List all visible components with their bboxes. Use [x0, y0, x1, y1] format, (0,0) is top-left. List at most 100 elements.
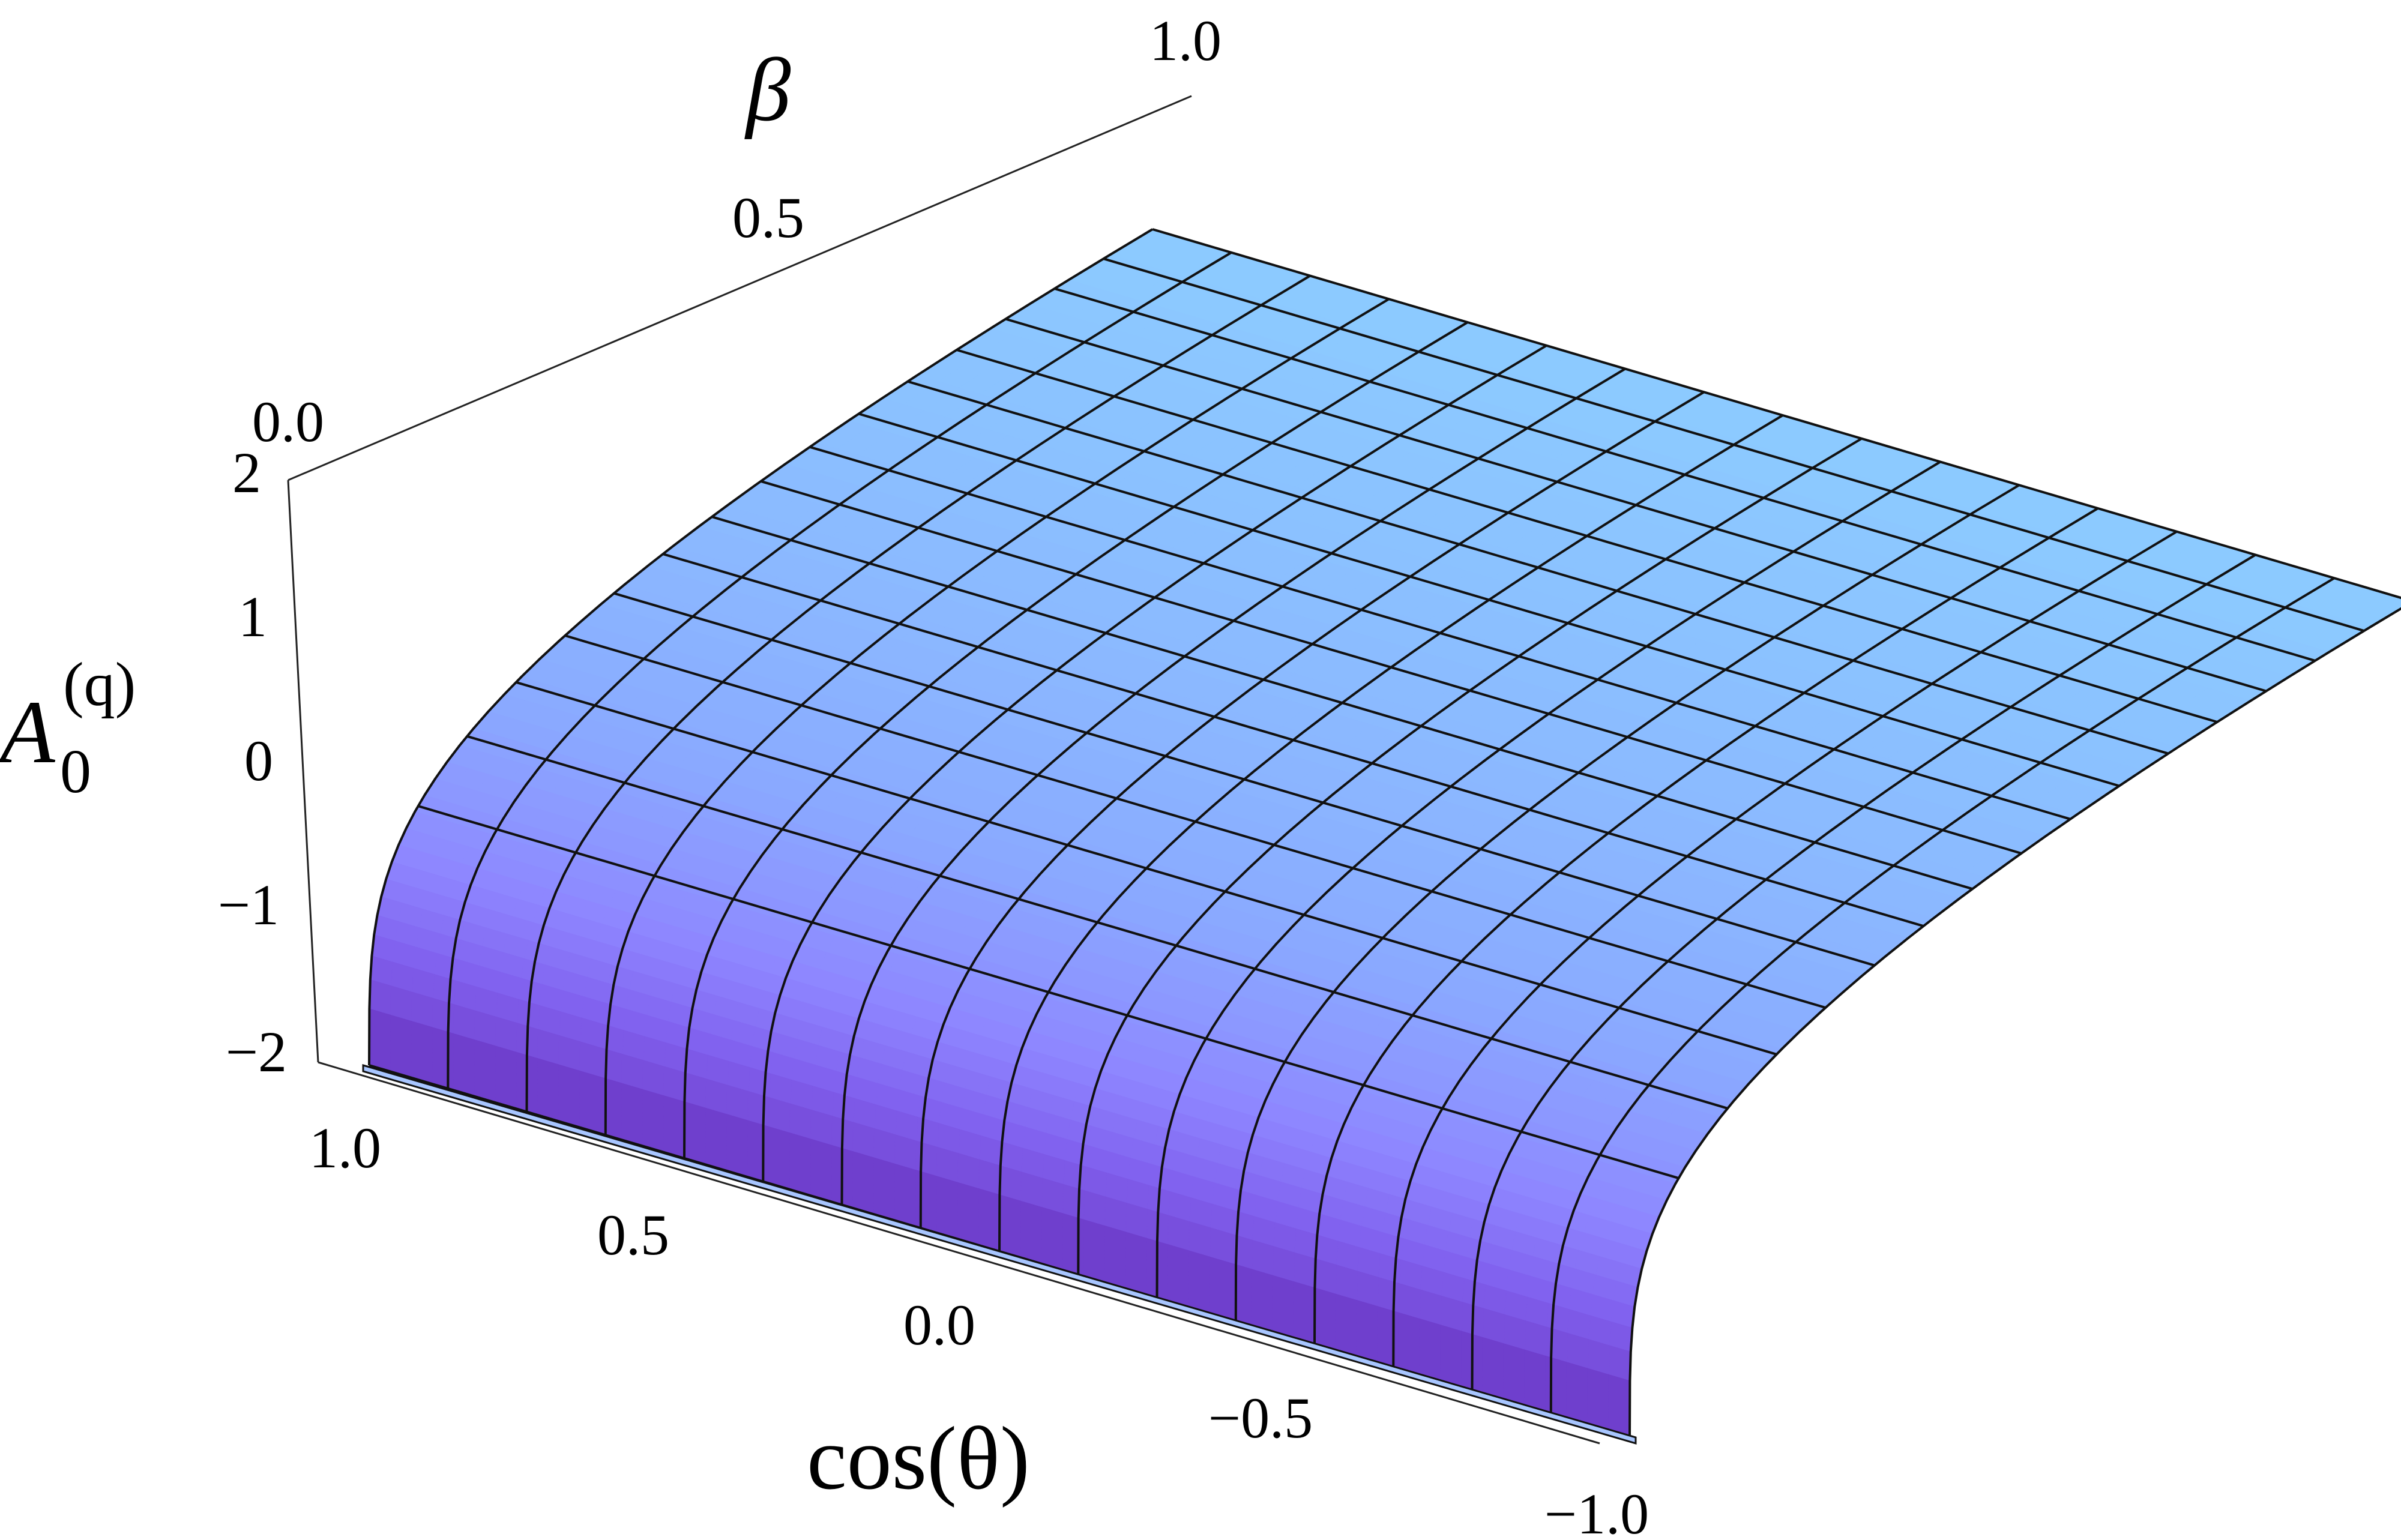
surface-patch — [1272, 1275, 1294, 1339]
surface — [362, 228, 2401, 1445]
cos-axis-line — [318, 1061, 1600, 1445]
mesh-line-beta — [1054, 287, 2316, 662]
surface-patch — [894, 1163, 916, 1227]
surface-patch — [1314, 1287, 1336, 1351]
surface-patch — [537, 1057, 559, 1122]
mesh-line-cos — [1313, 507, 2099, 1345]
surface-patch — [1293, 1281, 1315, 1345]
z-axis-title-main: A — [0, 682, 56, 782]
mesh-line-beta — [516, 681, 1777, 1056]
cos-tick-label: 1.0 — [309, 1116, 381, 1180]
mesh-line-cos — [919, 391, 1705, 1229]
surface-patch — [453, 1033, 475, 1097]
surface-patch — [1251, 1269, 1273, 1332]
mesh-line-cos — [998, 414, 1784, 1252]
mesh-line-cos — [604, 298, 1390, 1135]
surface-patch — [1104, 1225, 1126, 1289]
mesh-line-cos — [1549, 577, 2335, 1415]
surface-patch — [621, 1083, 643, 1146]
mesh-line-beta — [907, 380, 2169, 755]
surface-patch — [999, 1194, 1021, 1258]
cos-axis-title: cos(θ) — [807, 1409, 1030, 1508]
cos-ticks: 1.0 0.5 0.0 −0.5 −1.0 — [309, 1116, 1649, 1540]
beta-tick-label: 0.5 — [732, 185, 804, 250]
mesh-line-beta — [1152, 228, 2401, 600]
cos-tick-label: 0.0 — [903, 1293, 975, 1357]
surface-patch — [432, 1027, 454, 1090]
mesh-line-cos — [1077, 438, 1863, 1275]
box-lines — [287, 95, 1600, 1445]
surface-patch — [579, 1070, 601, 1134]
surface-patch — [1356, 1299, 1378, 1364]
surface-patch — [474, 1039, 496, 1103]
surface-patch — [390, 1014, 412, 1078]
surface-patch — [1020, 1200, 1042, 1265]
mesh-line-beta — [1005, 317, 2267, 693]
surface-patch — [642, 1089, 664, 1153]
beta-ticks: 0.0 0.5 1.0 — [252, 8, 1222, 454]
surface-patch — [495, 1045, 517, 1109]
surface-patch — [705, 1107, 727, 1172]
z-axis-line — [287, 480, 319, 1063]
mesh-line-cos — [525, 274, 1311, 1112]
mesh-line-beta — [858, 412, 2120, 787]
surface-patch — [1209, 1256, 1231, 1320]
mesh-line-cos — [683, 321, 1469, 1159]
surface-patch — [747, 1120, 769, 1184]
surface-patch — [1482, 1337, 1504, 1401]
mesh-line-cos — [368, 228, 1154, 1066]
surface-base-edge — [362, 1063, 1637, 1445]
mesh-line-beta — [711, 516, 1973, 891]
mesh-line-cos — [447, 251, 1232, 1089]
mesh-line-cos — [1234, 484, 2020, 1322]
surface-patch — [810, 1138, 832, 1202]
mesh-line-beta — [1103, 257, 2364, 633]
surface-patch — [789, 1132, 811, 1196]
surface-patch — [957, 1182, 979, 1246]
surface-patch — [768, 1126, 790, 1190]
z-axis-title-sup: (q) — [63, 650, 136, 719]
surface-patch — [1440, 1325, 1462, 1388]
surface-patch — [600, 1076, 622, 1140]
cos-tick-label: −1.0 — [1544, 1482, 1649, 1540]
mesh-line-beta — [418, 805, 1679, 1180]
surface-patch — [684, 1101, 706, 1165]
surface-patch — [1377, 1306, 1399, 1370]
surface-patch — [1125, 1232, 1147, 1295]
beta-tick-label: 1.0 — [1149, 8, 1222, 73]
surface-patch — [369, 1008, 391, 1072]
z-axis-title-sub: 0 — [60, 737, 91, 806]
surface-patch — [558, 1064, 580, 1128]
surface-patch — [1083, 1219, 1105, 1283]
surface-patch — [1167, 1244, 1189, 1308]
mesh-line-cos — [762, 344, 1547, 1182]
surface-patch — [1545, 1355, 1567, 1419]
beta-axis-line — [288, 95, 1192, 481]
surface-patch — [1230, 1262, 1252, 1326]
surface-patch — [1062, 1213, 1084, 1277]
z-tick-label: 1 — [238, 585, 267, 649]
surface-patch — [663, 1095, 685, 1159]
beta-axis-title: β — [744, 40, 791, 140]
surface-patch — [852, 1150, 874, 1215]
mesh-line-beta — [466, 735, 1728, 1110]
cos-tick-label: −0.5 — [1208, 1386, 1313, 1450]
z-tick-label: 0 — [244, 729, 273, 793]
mesh-line-cos — [1392, 531, 2178, 1368]
surface-patch — [1041, 1206, 1063, 1271]
z-tick-label: −1 — [218, 873, 279, 937]
surface-patch — [1566, 1362, 1588, 1425]
surface-patch — [1188, 1250, 1210, 1314]
mesh-line-beta — [564, 634, 1826, 1009]
mesh-line-cos — [1471, 553, 2256, 1391]
surface-patch — [1419, 1318, 1441, 1382]
cos-tick-label: 0.5 — [597, 1203, 669, 1267]
surface-patch — [978, 1188, 1000, 1252]
z-axis-title: A 0 (q) — [0, 650, 136, 806]
mesh-line-cos — [1155, 460, 1941, 1298]
beta-tick-label: 0.0 — [252, 390, 324, 454]
z-tick-label: −2 — [226, 1020, 287, 1084]
surface-patch — [1503, 1343, 1525, 1407]
mesh-line-beta — [760, 480, 2022, 855]
